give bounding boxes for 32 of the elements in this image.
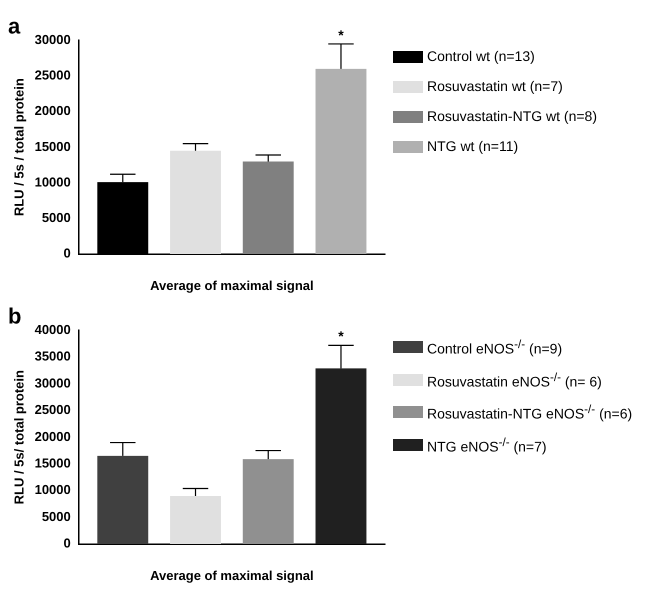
- y-tick-label: 35000: [34, 348, 71, 364]
- x-axis-title: Average of maximal signal: [150, 568, 314, 583]
- y-tick-label: 20000: [34, 103, 71, 118]
- x-axis-title: Average of maximal signal: [150, 278, 314, 293]
- legend-label: Rosuvastatin eNOS$^{-/-}$ (n= 6): [427, 370, 602, 390]
- y-tick-label: 10000: [34, 174, 71, 190]
- chart-title: b: [8, 303, 22, 328]
- y-axis-title: RLU / 5s / total protein: [11, 78, 26, 216]
- y-tick-label: 15000: [34, 455, 71, 470]
- y-tick-label: 20000: [34, 428, 71, 444]
- y-tick-label: 40000: [34, 322, 71, 337]
- legend-label: Rosuvastatin-NTG wt (n=8): [427, 108, 597, 124]
- legend-label: Rosuvastatin-NTG eNOS$^{-/-}$ (n=6): [427, 403, 632, 422]
- legend-label: NTG wt (n=11): [427, 138, 518, 154]
- y-tick-label: 0: [64, 536, 71, 551]
- y-tick-label: 25000: [34, 402, 71, 418]
- y-tick-label: 5000: [42, 210, 71, 225]
- y-axis-title: RLU / 5s/ total protein: [11, 370, 26, 504]
- y-tick-label: 5000: [42, 508, 71, 524]
- annotation: *: [338, 328, 344, 344]
- y-tick-label: 30000: [34, 32, 71, 47]
- legend-label: Rosuvastatin wt (n=7): [427, 78, 563, 94]
- annotation: *: [338, 26, 344, 43]
- legend-label: Control wt (n=13): [427, 48, 535, 64]
- y-tick-label: 30000: [34, 375, 71, 390]
- chart-title: a: [8, 13, 21, 38]
- y-tick-label: 25000: [34, 68, 71, 83]
- y-tick-label: 10000: [34, 482, 71, 498]
- legend-label: NTG eNOS$^{-/-}$ (n=7): [427, 436, 547, 455]
- legend-label: Control eNOS$^{-/-}$ (n=9): [427, 338, 562, 357]
- y-tick-label: 0: [64, 246, 71, 261]
- y-tick-label: 15000: [34, 138, 71, 154]
